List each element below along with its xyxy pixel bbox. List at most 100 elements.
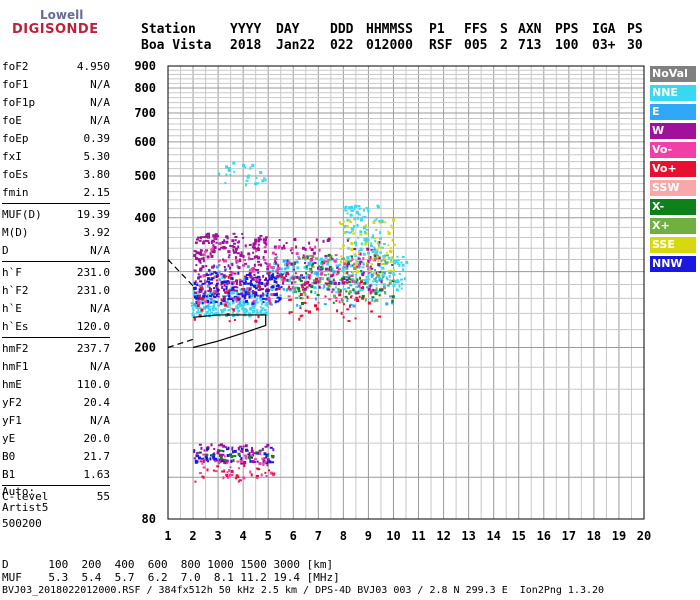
- echo-point-nne: [371, 250, 375, 254]
- echo-point-nnw: [225, 285, 228, 289]
- echo-point-w: [214, 233, 218, 236]
- echo-point-voplus: [254, 319, 258, 323]
- echo-point-vominus: [287, 261, 291, 265]
- echo-point-nne: [260, 298, 263, 302]
- echo-point-nne: [201, 303, 204, 306]
- echo-point-nnw: [212, 457, 216, 460]
- echo-point-nne: [248, 312, 252, 315]
- echo-point-nne: [319, 257, 323, 261]
- echo-point-nne: [198, 311, 201, 314]
- echo-point-nne: [382, 243, 386, 246]
- echo-point-nne: [319, 261, 323, 265]
- echo-point-w: [242, 236, 245, 239]
- echo-point-w: [215, 238, 218, 241]
- echo-point-nnw: [230, 459, 233, 463]
- echo-point-sse: [387, 230, 390, 233]
- echo-point-vominus: [359, 282, 362, 285]
- echo-point-nne: [224, 181, 227, 184]
- echo-point-e: [238, 301, 241, 305]
- echo-point-xminus: [348, 276, 351, 280]
- echo-point-w: [213, 448, 216, 451]
- echo-point-w: [233, 289, 237, 292]
- echo-point-w: [193, 254, 197, 258]
- echo-point-xminus: [219, 456, 223, 460]
- echo-point-e: [223, 277, 226, 280]
- echo-point-w: [370, 267, 374, 270]
- echo-point-sse: [378, 220, 382, 224]
- echo-point-voplus: [304, 309, 308, 312]
- echo-point-nne: [248, 307, 252, 311]
- echo-point-xminus: [232, 459, 235, 463]
- echo-point-vominus: [218, 264, 221, 267]
- echo-point-sse: [365, 240, 369, 244]
- echo-point-nnw: [278, 297, 282, 301]
- echo-point-w: [264, 261, 267, 264]
- param-row-fof1p: foF1p N/A: [2, 94, 110, 112]
- param-value: 21.7: [83, 450, 111, 463]
- echo-point-nnw: [195, 296, 199, 300]
- echo-point-w: [217, 449, 221, 453]
- x-tick-label: 9: [365, 529, 372, 543]
- echo-point-nne: [349, 264, 353, 268]
- echo-point-w: [308, 241, 311, 245]
- echo-point-sse: [365, 224, 368, 228]
- echo-point-w: [193, 250, 197, 253]
- echo-point-nne: [396, 255, 399, 258]
- echo-point-nne: [366, 238, 370, 242]
- x-tick-label: 12: [436, 529, 450, 543]
- echo-point-nnw: [206, 280, 209, 283]
- echo-point-nne: [211, 313, 214, 317]
- echo-point-sse: [376, 241, 379, 245]
- echo-point-nne: [342, 268, 345, 272]
- echo-point-nne: [269, 270, 273, 274]
- echo-point-w: [286, 259, 289, 263]
- echo-point-nnw: [271, 461, 275, 464]
- param-value: N/A: [90, 302, 110, 315]
- echo-point-vominus: [218, 242, 221, 245]
- echo-point-nnw: [274, 300, 277, 304]
- echo-point-vominus: [276, 267, 279, 271]
- header-label-2: DAY: [276, 22, 300, 37]
- echo-point-nne: [400, 287, 403, 290]
- echo-point-e: [209, 290, 212, 294]
- echo-point-w: [255, 247, 259, 251]
- echo-point-w: [257, 263, 261, 266]
- echo-point-w: [312, 263, 315, 266]
- echo-point-nne: [236, 303, 239, 306]
- echo-point-e: [315, 271, 319, 275]
- echo-point-xplus: [344, 276, 348, 279]
- echo-point-xminus: [305, 272, 308, 275]
- echo-point-xplus: [384, 260, 387, 264]
- echo-point-sse: [355, 259, 358, 262]
- echo-point-nnw: [210, 272, 214, 275]
- echo-point-voplus: [201, 475, 204, 478]
- echo-point-w: [221, 241, 225, 245]
- x-tick-label: 8: [340, 529, 347, 543]
- echo-point-w: [195, 251, 199, 255]
- echo-point-nnw: [220, 301, 223, 305]
- echo-point-vominus: [295, 252, 299, 256]
- echo-point-nne: [394, 261, 398, 264]
- echo-point-nnw: [198, 288, 202, 291]
- echo-point-sse: [354, 262, 358, 266]
- header-value-0: Boa Vista: [141, 38, 212, 53]
- echo-point-voplus: [224, 290, 228, 294]
- echo-point-xplus: [309, 254, 313, 257]
- echo-point-nne: [327, 269, 330, 272]
- echo-point-voplus: [241, 287, 244, 290]
- echo-point-vominus: [291, 286, 294, 290]
- echo-point-w: [295, 245, 298, 249]
- echo-point-w: [228, 292, 231, 296]
- echo-point-nne: [263, 293, 267, 296]
- echo-point-w: [303, 287, 307, 291]
- echo-point-w: [261, 447, 264, 451]
- echo-point-nne: [353, 218, 357, 221]
- echo-point-nne: [373, 219, 376, 222]
- echo-point-nnw: [223, 280, 227, 284]
- echo-point-voplus: [358, 295, 361, 298]
- echo-point-w: [225, 290, 229, 294]
- param-row-hf2: h`F2 231.0: [2, 282, 110, 300]
- echo-point-vominus: [238, 278, 242, 281]
- echo-point-nne: [296, 266, 300, 270]
- echo-point-xminus: [210, 454, 213, 457]
